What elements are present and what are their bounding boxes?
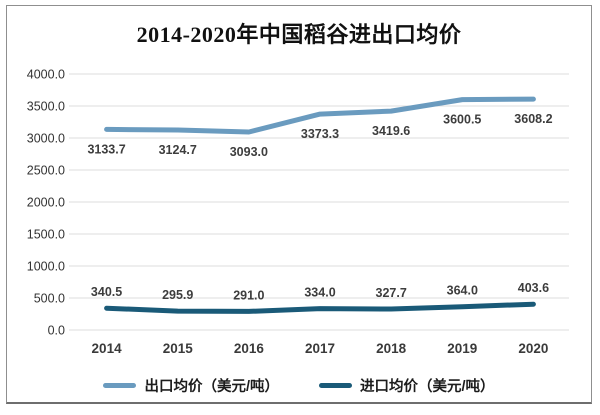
x-tick-label: 2020 <box>518 341 548 356</box>
x-tick-label: 2017 <box>305 341 335 356</box>
data-label: 3124.7 <box>159 143 197 157</box>
chart-legend: 出口均价（美元/吨） 进口均价（美元/吨） <box>7 375 591 396</box>
data-label: 3133.7 <box>87 142 125 156</box>
legend-swatch-import <box>319 383 352 388</box>
chart-title: 2014-2020年中国稻谷进出口均价 <box>136 22 462 47</box>
y-tick-label: 1500.0 <box>27 228 65 242</box>
y-tick-label: 3500.0 <box>27 100 65 114</box>
y-tick-label: 2000.0 <box>27 196 65 210</box>
legend-item-import: 进口均价（美元/吨） <box>319 375 495 396</box>
y-tick-label: 1000.0 <box>27 260 65 274</box>
data-label: 340.5 <box>91 285 122 299</box>
x-tick-label: 2016 <box>234 341 265 356</box>
y-tick-label: 500.0 <box>34 292 65 306</box>
y-tick-label: 4000.0 <box>27 68 65 82</box>
y-tick-label: 0.0 <box>48 324 65 338</box>
data-label: 3608.2 <box>514 112 552 126</box>
data-label: 291.0 <box>233 288 264 302</box>
legend-item-export: 出口均价（美元/吨） <box>103 375 279 396</box>
series-line-0 <box>104 96 536 135</box>
legend-swatch-export <box>103 383 137 388</box>
x-tick-label: 2014 <box>92 341 123 356</box>
data-label: 327.7 <box>376 286 407 300</box>
legend-label-import: 进口均价（美元/吨） <box>360 379 495 395</box>
data-label: 403.6 <box>518 281 549 295</box>
data-label: 364.0 <box>447 284 478 298</box>
x-tick-label: 2019 <box>447 341 477 356</box>
y-tick-label: 3000.0 <box>27 132 65 146</box>
legend-label-export: 出口均价（美元/吨） <box>144 379 279 395</box>
data-label: 295.9 <box>162 288 193 302</box>
data-label: 334.0 <box>304 286 335 300</box>
series-line-1 <box>104 301 536 314</box>
data-label: 3093.0 <box>230 145 268 159</box>
x-tick-label: 2018 <box>376 341 407 356</box>
data-label: 3373.3 <box>301 127 339 141</box>
data-label: 3419.6 <box>372 124 410 138</box>
x-tick-label: 2015 <box>163 341 194 356</box>
y-tick-label: 2500.0 <box>27 164 65 178</box>
chart-canvas: 0.0 500.0 1000.0 1500.0 2000.0 2500.0 3000.0 35… <box>27 68 569 356</box>
data-label: 3600.5 <box>443 113 481 127</box>
chart-frame: 2014-2020年中国稻谷进出口均价 0.0 500.0 1000.0 1500.0… <box>6 5 592 404</box>
